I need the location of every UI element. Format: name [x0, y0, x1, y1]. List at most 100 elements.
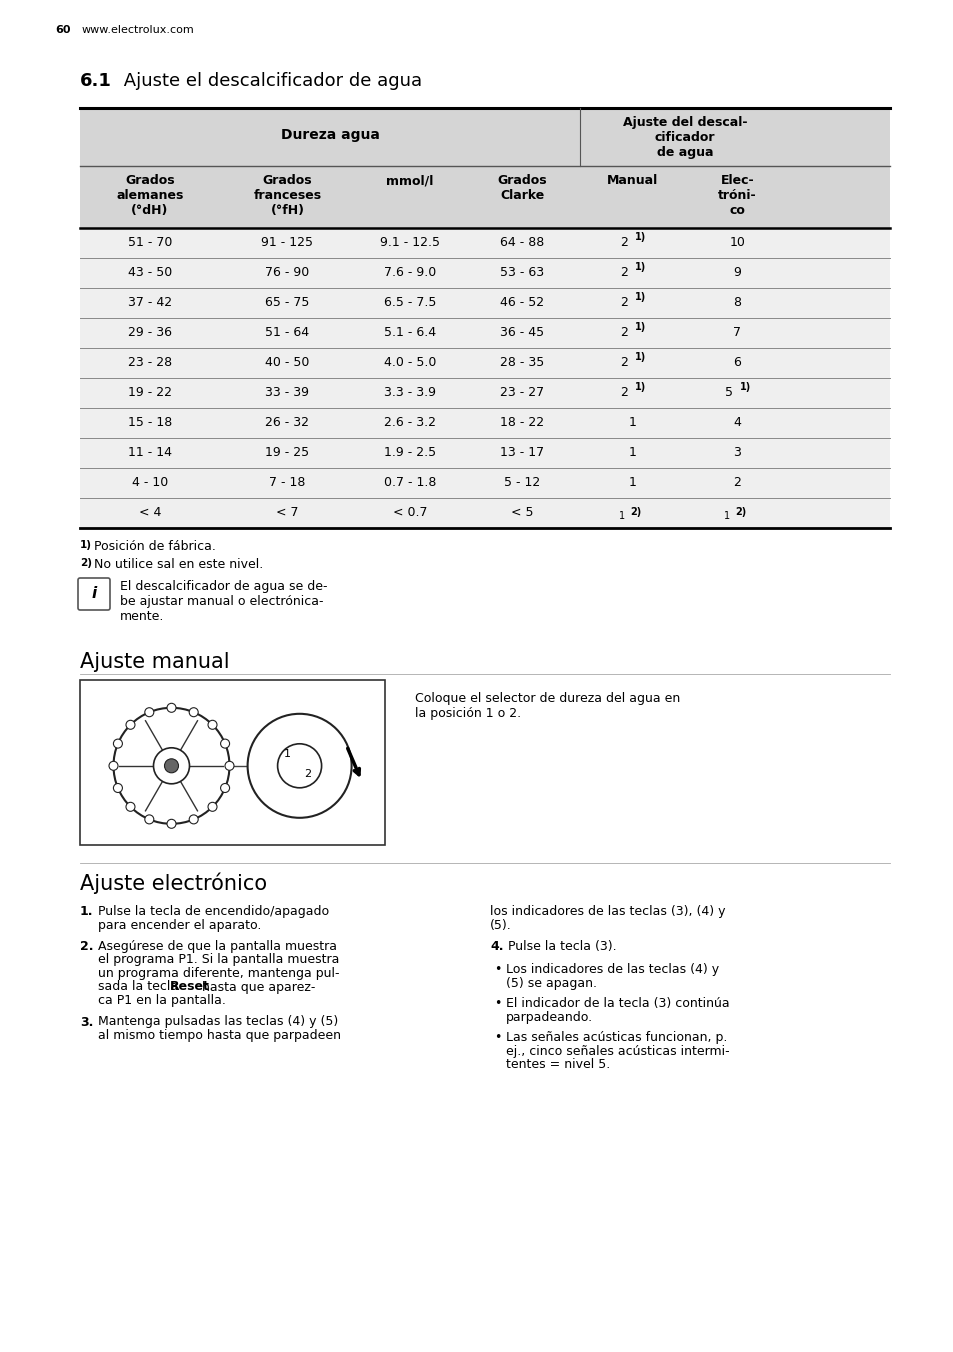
- Text: 1): 1): [634, 262, 645, 272]
- Text: www.electrolux.com: www.electrolux.com: [82, 24, 194, 35]
- Text: 2: 2: [619, 326, 628, 338]
- Text: (5) se apagan.: (5) se apagan.: [505, 977, 597, 990]
- Text: El indicador de la tecla (3) continúa: El indicador de la tecla (3) continúa: [505, 998, 729, 1010]
- Circle shape: [164, 758, 178, 773]
- Text: 2: 2: [733, 476, 740, 488]
- Text: los indicadores de las teclas (3), (4) y: los indicadores de las teclas (3), (4) y: [490, 904, 724, 918]
- Text: 33 - 39: 33 - 39: [265, 385, 309, 399]
- Text: 1): 1): [80, 539, 91, 550]
- Text: 2): 2): [630, 507, 641, 516]
- Text: 46 - 52: 46 - 52: [500, 296, 544, 308]
- Text: < 4: < 4: [139, 506, 161, 519]
- Text: 6: 6: [733, 356, 740, 369]
- Text: 2: 2: [619, 385, 628, 399]
- Text: •: •: [494, 1032, 501, 1045]
- Text: el programa P1. Si la pantalla muestra: el programa P1. Si la pantalla muestra: [98, 953, 339, 967]
- Text: 37 - 42: 37 - 42: [128, 296, 172, 308]
- Text: 1: 1: [284, 749, 291, 758]
- Text: 3.: 3.: [80, 1015, 93, 1029]
- Bar: [80, 228, 889, 258]
- Circle shape: [126, 802, 134, 811]
- Text: 5: 5: [724, 385, 733, 399]
- Text: Coloque el selector de dureza del agua en
la posición 1 o 2.: Coloque el selector de dureza del agua e…: [415, 692, 679, 721]
- Text: 1): 1): [634, 383, 645, 392]
- Text: •: •: [494, 998, 501, 1010]
- Text: 9.1 - 12.5: 9.1 - 12.5: [379, 235, 439, 249]
- Text: sada la tecla: sada la tecla: [98, 980, 182, 994]
- Bar: [80, 408, 889, 438]
- Text: 1): 1): [634, 292, 645, 301]
- Text: 19 - 25: 19 - 25: [265, 446, 309, 458]
- Circle shape: [126, 721, 134, 729]
- Text: Las señales acústicas funcionan, p.: Las señales acústicas funcionan, p.: [505, 1032, 726, 1045]
- Text: 5.1 - 6.4: 5.1 - 6.4: [383, 326, 436, 338]
- Circle shape: [225, 761, 233, 771]
- Text: 91 - 125: 91 - 125: [261, 235, 314, 249]
- Text: Grados
Clarke: Grados Clarke: [497, 174, 547, 201]
- Text: 43 - 50: 43 - 50: [128, 265, 172, 279]
- Text: 8: 8: [733, 296, 740, 308]
- Text: Grados
franceses
(°fH): Grados franceses (°fH): [253, 174, 321, 218]
- Text: 65 - 75: 65 - 75: [265, 296, 310, 308]
- Text: hasta que aparez-: hasta que aparez-: [197, 980, 314, 994]
- Text: Ajuste manual: Ajuste manual: [80, 652, 230, 672]
- Text: 1: 1: [628, 446, 636, 458]
- Text: 1): 1): [634, 322, 645, 333]
- Text: mmol/l: mmol/l: [386, 174, 434, 187]
- Circle shape: [113, 708, 230, 823]
- Text: 10: 10: [729, 235, 744, 249]
- Circle shape: [113, 740, 122, 748]
- Text: No utilice sal en este nivel.: No utilice sal en este nivel.: [94, 558, 263, 571]
- Text: Ajuste del descal-
cificador
de agua: Ajuste del descal- cificador de agua: [622, 116, 746, 160]
- Text: Manual: Manual: [606, 174, 658, 187]
- Text: Dureza agua: Dureza agua: [280, 128, 379, 142]
- Circle shape: [113, 784, 122, 792]
- Circle shape: [145, 707, 153, 717]
- Text: 40 - 50: 40 - 50: [265, 356, 310, 369]
- Bar: [80, 318, 889, 347]
- Text: 2.: 2.: [80, 940, 93, 953]
- Text: 36 - 45: 36 - 45: [500, 326, 544, 338]
- Text: Grados
alemanes
(°dH): Grados alemanes (°dH): [116, 174, 184, 218]
- Text: < 5: < 5: [511, 506, 533, 519]
- Text: parpadeando.: parpadeando.: [505, 1011, 593, 1023]
- Text: Pulse la tecla (3).: Pulse la tecla (3).: [507, 940, 616, 953]
- Text: Ajuste el descalcificador de agua: Ajuste el descalcificador de agua: [118, 72, 421, 91]
- Text: i: i: [91, 587, 96, 602]
- Text: 53 - 63: 53 - 63: [500, 265, 544, 279]
- Text: (5).: (5).: [490, 918, 511, 932]
- Text: 7: 7: [733, 326, 740, 338]
- Text: 1.: 1.: [80, 904, 93, 918]
- Text: 3: 3: [733, 446, 740, 458]
- Text: Mantenga pulsadas las teclas (4) y (5): Mantenga pulsadas las teclas (4) y (5): [98, 1015, 338, 1029]
- Text: Asegúrese de que la pantalla muestra: Asegúrese de que la pantalla muestra: [98, 940, 336, 953]
- Bar: [80, 680, 385, 845]
- Bar: [80, 438, 889, 468]
- Text: 26 - 32: 26 - 32: [265, 415, 309, 429]
- Text: ej., cinco señales acústicas intermi-: ej., cinco señales acústicas intermi-: [505, 1045, 729, 1059]
- Text: 1): 1): [739, 383, 750, 392]
- Text: 51 - 70: 51 - 70: [128, 235, 172, 249]
- Text: 29 - 36: 29 - 36: [128, 326, 172, 338]
- Circle shape: [208, 721, 216, 729]
- Text: Los indicadores de las teclas (4) y: Los indicadores de las teclas (4) y: [505, 964, 719, 976]
- Text: tentes = nivel 5.: tentes = nivel 5.: [505, 1059, 610, 1072]
- Text: 2: 2: [619, 235, 628, 249]
- Text: Pulse la tecla de encendido/apagado: Pulse la tecla de encendido/apagado: [98, 904, 329, 918]
- Bar: [80, 347, 889, 379]
- Circle shape: [208, 802, 216, 811]
- Text: 76 - 90: 76 - 90: [265, 265, 310, 279]
- Text: 9: 9: [733, 265, 740, 279]
- Text: El descalcificador de agua se de-
be ajustar manual o electrónica-
mente.: El descalcificador de agua se de- be aju…: [120, 580, 327, 623]
- Text: para encender el aparato.: para encender el aparato.: [98, 918, 261, 932]
- Text: 2: 2: [619, 356, 628, 369]
- Text: 1): 1): [634, 233, 645, 242]
- Text: 15 - 18: 15 - 18: [128, 415, 172, 429]
- Text: 2: 2: [304, 769, 311, 779]
- Text: •: •: [494, 964, 501, 976]
- Text: 5 - 12: 5 - 12: [504, 476, 540, 488]
- Circle shape: [167, 703, 175, 713]
- Bar: [80, 108, 889, 228]
- Circle shape: [153, 748, 190, 784]
- Text: Elec-
tróni-
co: Elec- tróni- co: [718, 174, 756, 218]
